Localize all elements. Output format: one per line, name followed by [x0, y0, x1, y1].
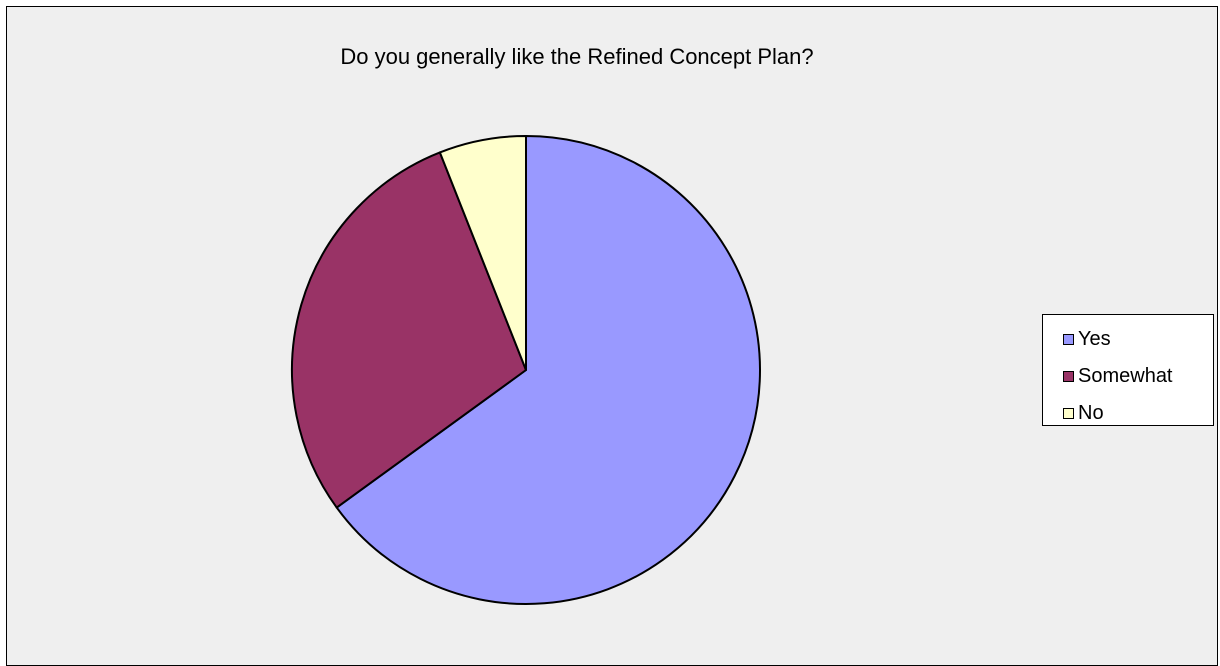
legend-item-somewhat: Somewhat — [1043, 358, 1213, 395]
legend-item-no: No — [1043, 395, 1213, 432]
legend: Yes Somewhat No — [1042, 314, 1214, 426]
legend-label-somewhat: Somewhat — [1078, 365, 1173, 387]
legend-swatch-yes — [1063, 334, 1074, 345]
pie-slice-yes — [335, 135, 761, 605]
legend-swatch-no — [1063, 408, 1074, 419]
legend-swatch-somewhat — [1063, 371, 1074, 382]
legend-label-yes: Yes — [1078, 328, 1111, 350]
legend-item-yes: Yes — [1043, 321, 1213, 358]
pie-slice-somewhat — [291, 151, 527, 509]
pie-slices — [291, 135, 761, 605]
chart-title: Do you generally like the Refined Concep… — [340, 44, 814, 69]
legend-label-no: No — [1078, 402, 1104, 424]
pie-slice-no — [438, 135, 527, 371]
